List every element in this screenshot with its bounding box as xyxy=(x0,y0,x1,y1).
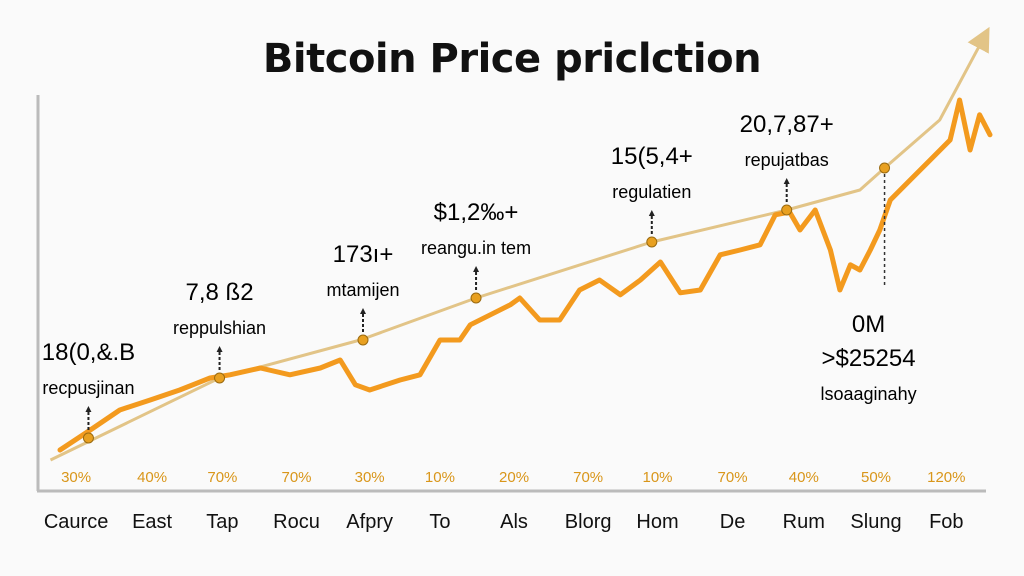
data-point-marker xyxy=(214,372,226,384)
percent-tick-label: 70% xyxy=(281,469,311,486)
annotation-label: recpusjinan xyxy=(42,378,134,398)
percent-tick-label: 50% xyxy=(861,469,891,486)
percent-tick-label: 10% xyxy=(425,469,455,486)
annotation-arrowhead-icon xyxy=(85,406,92,412)
chart-title: Bitcoin Price priclction xyxy=(262,36,762,82)
annotation-3: reangu.in tem $1,2‰+ xyxy=(421,199,531,304)
trend-line xyxy=(49,26,990,462)
x-tick-label: De xyxy=(720,511,746,533)
x-tick-label: Rum xyxy=(783,511,825,533)
annotation-arrowhead-icon xyxy=(360,308,366,314)
annotation-arrowhead-icon xyxy=(473,266,480,272)
annotation-value: 173ı+ xyxy=(333,241,394,268)
percent-tick-label: 40% xyxy=(137,469,167,486)
x-tick-label: Blorg xyxy=(565,511,612,533)
annotation-label: repujatbas xyxy=(745,150,829,170)
percent-tick-label: 20% xyxy=(499,469,529,486)
x-tick-label: Afpry xyxy=(346,511,393,533)
annotation-label: regulatien xyxy=(612,182,691,202)
annotation-6: 0M >$25254 lsoaaginahy xyxy=(821,162,917,404)
x-tick-label: Slung xyxy=(850,511,901,533)
annotation-label: reppulshian xyxy=(173,318,266,338)
price-line xyxy=(57,97,993,453)
annotation-value: $1,2‰+ xyxy=(434,199,519,226)
percent-tick-label: 120% xyxy=(927,469,965,486)
data-point-marker xyxy=(879,162,891,174)
annotation-label: mtamijen xyxy=(326,280,399,300)
percent-tick-label: 70% xyxy=(207,469,237,486)
annotation-value: 15(5,4+ xyxy=(611,143,693,170)
annotation-value: 0M xyxy=(852,311,885,338)
annotation-1: reppulshian 7,8 ß2 xyxy=(173,279,266,384)
x-tick-label: East xyxy=(132,511,172,533)
data-point-marker xyxy=(357,334,369,346)
annotation-arrowhead-icon xyxy=(783,178,790,184)
annotation-5: repujatbas 20,7,87+ xyxy=(740,111,834,216)
data-point-marker xyxy=(470,292,482,304)
data-point-marker xyxy=(646,236,658,248)
x-tick-label: Hom xyxy=(636,511,678,533)
percent-tick-label: 30% xyxy=(355,469,385,486)
annotation-0: recpusjinan 18(0,&.B xyxy=(42,339,135,444)
annotation-arrowhead-icon xyxy=(648,210,655,216)
percent-tick-label: 10% xyxy=(642,469,672,486)
percent-tick-label: 40% xyxy=(789,469,819,486)
x-tick-label: To xyxy=(429,511,450,533)
annotation-value: >$25254 xyxy=(821,345,915,372)
percent-tick-label: 70% xyxy=(573,469,603,486)
annotation-label: reangu.in tem xyxy=(421,238,531,258)
data-point-marker xyxy=(82,432,94,444)
annotation-value: 20,7,87+ xyxy=(740,111,834,138)
data-point-marker xyxy=(781,204,793,216)
x-tick-label: Tap xyxy=(206,511,238,533)
annotation-2: mtamijen 173ı+ xyxy=(326,241,400,346)
annotation-4: regulatien 15(5,4+ xyxy=(611,143,693,248)
x-tick-label: Fob xyxy=(929,511,963,533)
percent-tick-label: 70% xyxy=(718,469,748,486)
annotation-value: 7,8 ß2 xyxy=(186,279,254,306)
x-tick-label: Rocu xyxy=(273,511,320,533)
annotation-label: lsoaaginahy xyxy=(821,384,917,404)
x-tick-label: Als xyxy=(500,511,528,533)
x-tick-label: Caurce xyxy=(44,511,108,533)
annotation-value: 18(0,&.B xyxy=(42,339,135,366)
annotation-arrowhead-icon xyxy=(216,346,223,352)
percent-tick-label: 30% xyxy=(61,469,91,486)
